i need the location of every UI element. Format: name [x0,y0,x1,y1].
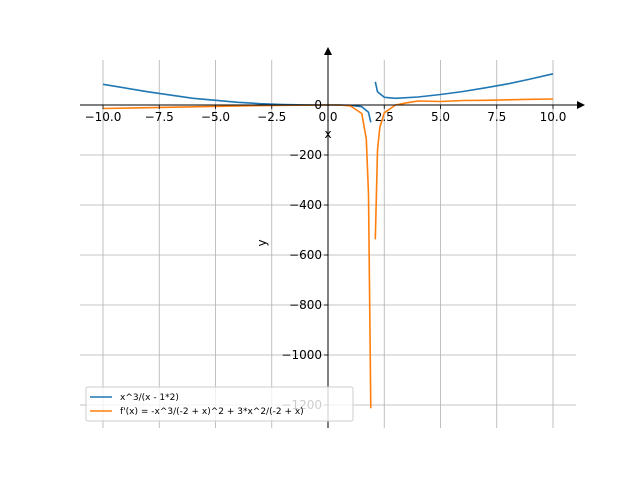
y-tick-label: −1000 [281,348,322,362]
x-tick-label: −5.0 [201,110,230,124]
y-axis-arrow-icon [324,47,332,55]
y-axis-label: y [255,239,269,246]
tick-layer: −10.0 −7.5 −5.0 −2.5 0.0 2.5 5.0 7.5 10.0 0 −200 −4… [85,98,567,412]
x-tick-label: 5.0 [431,110,450,124]
legend-label-2: f'(x) = -x^3/(-2 + x)^2 + 3*x^2/(-2 + x) [120,407,304,417]
x-tick-label: −10.0 [85,110,122,124]
x-tick-label: −2.5 [257,110,286,124]
x-tick-label: −7.5 [145,110,174,124]
y-tick-label: −600 [289,248,322,262]
axes [80,47,585,428]
legend-box [85,386,354,422]
legend-label-1: x^3/(x - 1*2) [120,393,179,403]
y-tick-label: −400 [289,198,322,212]
series-line-2-segment-2 [374,98,554,240]
x-tick-label: 0.0 [318,110,337,124]
x-tick-label: 2.5 [375,110,394,124]
x-axis-arrow-icon [577,101,585,109]
y-tick-label: −200 [289,148,322,162]
legend: x^3/(x - 1*2) f'(x) = -x^3/(-2 + x)^2 + 3… [85,386,354,422]
x-tick-label: 10.0 [540,110,567,124]
x-axis-label: x [324,127,331,141]
y-tick-label: 0 [314,98,322,112]
series-line-1-segment-2 [374,73,554,100]
series-line-2-segment-1 [102,104,372,409]
y-tick-label: −800 [289,298,322,312]
x-tick-label: 7.5 [487,110,506,124]
